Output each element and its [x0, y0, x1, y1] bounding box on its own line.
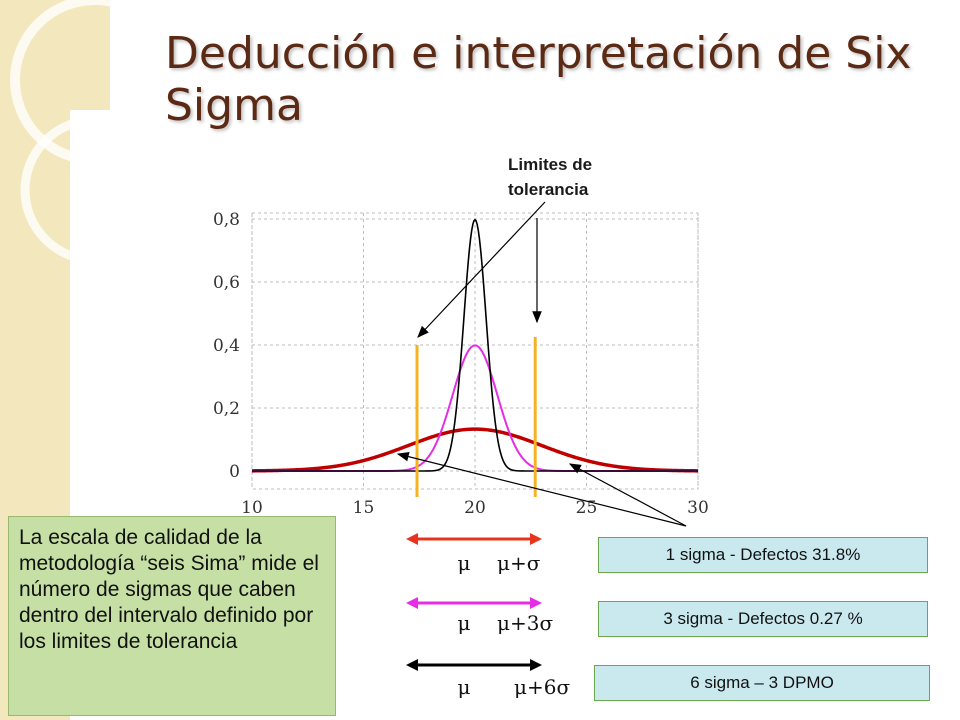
y-tick-label-4: 0,8: [213, 210, 240, 230]
curve-sigma-0.5: [252, 218, 698, 472]
legend-span-label-0: μ+σ: [497, 551, 541, 575]
legend-arrowhead-right-2: [530, 659, 542, 671]
x-tick-label-4: 30: [687, 498, 709, 518]
pointer-arrow-right: [568, 463, 687, 527]
legend-mu-label-1: μ: [458, 611, 471, 635]
annotation-arrow-left: [417, 201, 546, 338]
curve-sigma-3: [251, 427, 699, 473]
tolerance-annotation: Limites de tolerancia: [508, 155, 593, 199]
legend-mu-label-0: μ: [458, 551, 471, 575]
legend-arrowhead-left-0: [406, 533, 418, 545]
legend-box-6-sigma: 6 sigma – 3 DPMO: [594, 665, 930, 701]
y-tick-label-1: 0,2: [213, 399, 240, 419]
y-tick-label-3: 0,6: [213, 273, 240, 293]
x-tick-label-0: 10: [241, 498, 263, 518]
legend-box-1-sigma: 1 sigma - Defectos 31.8%: [598, 537, 928, 573]
legend-arrowhead-left-1: [406, 597, 418, 609]
slide-title: Deducción e interpretación de Six Sigma: [165, 28, 912, 131]
legend-span-label-1: μ+3σ: [497, 611, 553, 635]
explanation-note: La escala de calidad de la metodología “…: [8, 516, 336, 716]
y-tick-label-0: 0: [229, 462, 240, 482]
x-tick-label-1: 15: [353, 498, 375, 518]
legend-mu-label-2: μ: [458, 675, 471, 699]
legend-arrowhead-right-0: [530, 533, 542, 545]
legend-arrowhead-left-2: [406, 659, 418, 671]
x-tick-label-2: 20: [464, 498, 486, 518]
legend-span-label-2: μ+6σ: [514, 675, 570, 699]
legend-arrowhead-right-1: [530, 597, 542, 609]
y-tick-label-2: 0,4: [213, 336, 240, 356]
legend-box-3-sigma: 3 sigma - Defectos 0.27 %: [598, 601, 928, 637]
pointer-arrow-left: [396, 451, 687, 527]
plot-frame: [251, 212, 699, 490]
